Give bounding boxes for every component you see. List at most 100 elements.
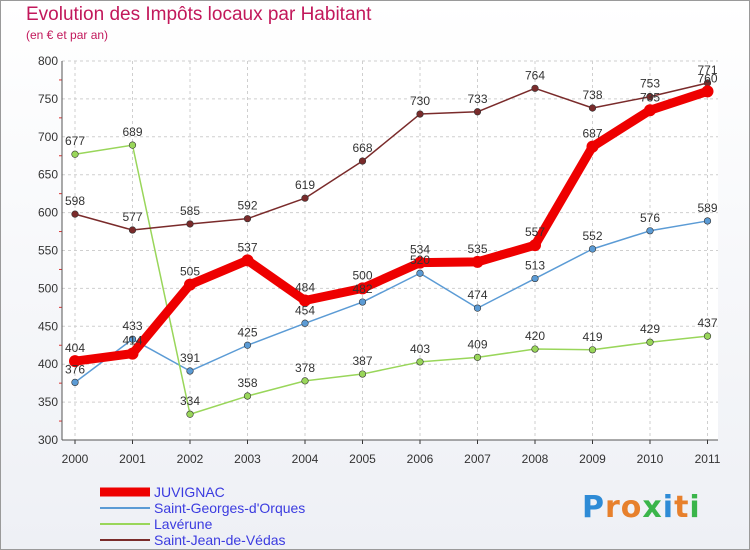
y-tick-label: 300 [38,433,58,447]
data-label-saint-jean-de-ve-das: 733 [467,92,487,106]
point-saint-jean-de-ve-das [358,157,367,165]
data-label-saint-jean-de-ve-das: 585 [180,204,200,218]
data-label-lave-rune: 403 [410,342,430,356]
y-tick-label: 500 [38,281,58,295]
y-tick-label: 800 [38,54,58,68]
x-tick-label: 2003 [234,452,261,466]
point-juvignac [356,282,369,295]
data-label-lave-rune: 358 [237,376,257,390]
point-juvignac [529,239,541,252]
data-label-lave-rune: 429 [640,322,660,336]
point-saint-georges-d-orques [301,319,309,327]
data-label-saint-georges-d-orques: 425 [237,325,257,339]
point-lave-rune [473,353,482,361]
data-label-saint-jean-de-ve-das: 619 [295,178,315,192]
point-saint-jean-de-ve-das [71,210,79,218]
data-label-juvignac: 535 [467,242,487,256]
data-label-saint-jean-de-ve-das: 738 [582,88,602,102]
point-juvignac [299,294,311,307]
data-label-saint-georges-d-orques: 376 [65,362,85,376]
data-label-lave-rune: 378 [295,361,315,375]
data-label-juvignac: 500 [352,268,372,282]
x-tick-label: 2000 [62,452,89,466]
point-lave-rune [301,377,309,385]
x-tick-label: 2010 [637,452,664,466]
point-saint-jean-de-ve-das [531,84,539,92]
point-juvignac [241,254,254,267]
axes: 300 350 400 450 500 550 600 650 700 750 800 2000 200… [38,54,721,466]
x-tick-label: 2004 [292,452,319,466]
series-line-juvignac [70,86,712,366]
data-label-lave-rune: 677 [65,134,85,148]
logo-letter: o [620,490,643,525]
point-saint-jean-de-ve-das [243,215,252,223]
y-tick-label: 450 [38,319,58,333]
point-lave-rune [71,150,79,158]
point-saint-georges-d-orques [243,341,252,349]
y-tick-label: 600 [38,206,58,220]
data-label-saint-georges-d-orques: 433 [122,319,142,333]
data-label-juvignac: 557 [525,225,545,239]
data-label-juvignac: 414 [122,334,142,348]
x-tick-label: 2006 [407,452,434,466]
data-label-lave-rune: 409 [467,337,487,351]
point-lave-rune [646,338,654,346]
point-lave-rune [416,358,424,366]
legend-label-saint-jean-de-ve-das: Saint-Jean-de-Védas [154,532,286,548]
point-saint-jean-de-ve-das [128,226,137,234]
point-saint-jean-de-ve-das [473,108,482,116]
point-juvignac [644,104,656,117]
point-saint-jean-de-ve-das [301,194,309,202]
data-label-saint-georges-d-orques: 552 [582,229,602,243]
legend-label-juvignac: JUVIGNAC [154,484,225,500]
point-saint-jean-de-ve-das [588,104,597,112]
point-saint-jean-de-ve-das [646,93,654,101]
x-tick-label: 2008 [522,452,549,466]
x-tick-label: 2005 [349,452,376,466]
y-tick-label: 400 [38,357,58,371]
point-saint-georges-d-orques [473,304,482,312]
data-label-juvignac: 537 [237,240,257,254]
data-label-lave-rune: 689 [122,125,142,139]
point-saint-jean-de-ve-das [186,220,194,228]
y-tick-label: 550 [38,244,58,258]
data-label-juvignac: 735 [640,90,660,104]
point-juvignac [69,355,81,368]
data-label-saint-georges-d-orques: 474 [467,288,487,302]
point-juvignac [701,85,714,98]
y-tick-label: 750 [38,92,58,106]
legend-label-lave-rune: Lavérune [154,516,213,532]
data-label-juvignac: 484 [295,281,315,295]
data-label-lave-rune: 387 [352,354,372,368]
data-label-lave-rune: 420 [525,329,545,343]
x-tick-label: 2001 [119,452,146,466]
legend: JUVIGNACSaint-Georges-d'OrquesLavéruneSa… [100,484,305,548]
logo-letter: i [662,490,675,525]
point-lave-rune [186,410,194,418]
point-juvignac [471,255,484,268]
point-lave-rune [128,141,137,149]
point-juvignac [184,278,196,291]
point-saint-georges-d-orques [646,227,654,235]
logo-letter: i [689,490,701,525]
x-tick-label: 2009 [579,452,606,466]
point-saint-georges-d-orques [531,274,539,283]
point-juvignac [414,256,426,269]
data-label-saint-jean-de-ve-das: 753 [640,77,660,91]
point-saint-georges-d-orques [186,367,194,375]
proxiti-logo: Proxiti [582,490,701,525]
legend-label-saint-georges-d-orques: Saint-Georges-d'Orques [154,500,305,516]
point-lave-rune [588,346,597,354]
series-line-saint-georges-d-orques [74,220,709,384]
data-labels: 404 414 505 537 484 500 534 535 557 687 735 760 376 4… [65,63,718,408]
y-tick-label: 350 [38,395,58,409]
logo-letter: t [674,490,690,525]
x-tick-label: 2011 [695,452,721,466]
data-label-saint-jean-de-ve-das: 764 [525,68,545,82]
x-tick-label: 2007 [464,452,491,466]
grid-lines [62,60,718,441]
data-label-lave-rune: 334 [180,394,200,408]
point-saint-georges-d-orques [71,378,79,386]
series-lines [69,79,714,418]
data-label-juvignac: 760 [697,71,717,85]
